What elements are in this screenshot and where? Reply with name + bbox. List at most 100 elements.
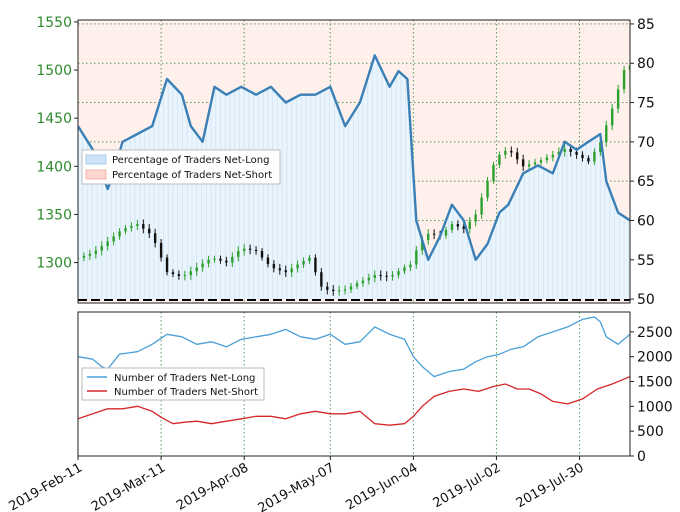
percent-tick-label: 50	[637, 292, 655, 308]
candle-body	[385, 275, 388, 277]
candle-body	[171, 272, 175, 275]
candle-body	[545, 157, 549, 161]
candle-body	[308, 257, 311, 261]
top-panel-frame	[77, 19, 631, 304]
percent-tick-label: 55	[637, 253, 655, 269]
candle-body	[314, 257, 317, 273]
bottom-panel-frame	[77, 311, 631, 457]
candle-body	[510, 150, 513, 153]
candle-body	[367, 277, 371, 281]
price-axis-left: 1300 1350 1400 1450 1500 1550	[36, 15, 78, 272]
candle-body	[415, 250, 418, 265]
date-tick-label: 2019-Mar-11	[89, 460, 168, 512]
legend-swatch-net-long	[85, 154, 107, 165]
candle-body	[581, 154, 584, 159]
candle-body	[201, 263, 204, 268]
candle-body	[290, 268, 293, 273]
candle-body	[296, 264, 299, 269]
candle-body	[563, 148, 566, 152]
candle-body	[148, 228, 151, 234]
candle-body	[486, 180, 489, 198]
candle-body	[88, 253, 92, 256]
candle-body	[480, 197, 483, 215]
candle-body	[622, 70, 626, 90]
candle-body	[136, 224, 139, 226]
percent-tick-label: 65	[637, 174, 655, 190]
count-tick-label: 0	[637, 449, 646, 465]
top-panel: 1300 1350 1400 1450 1500 1550 50 55 60 65 70 75 80 8…	[36, 15, 654, 308]
date-tick-label: 2019-Apr-08	[174, 460, 251, 512]
price-tick-label: 1400	[36, 159, 72, 175]
bottom-legend-box	[81, 367, 265, 401]
candle-body	[225, 260, 228, 263]
candle-body	[616, 89, 620, 109]
candle-body	[474, 214, 477, 222]
candle-body	[302, 260, 305, 265]
candle-body	[266, 257, 270, 265]
candle-body	[118, 231, 121, 237]
price-tick-label: 1550	[36, 15, 72, 31]
candle-body	[78, 257, 80, 259]
candle-body	[326, 286, 329, 290]
candle-body	[498, 154, 501, 165]
candle-body	[165, 257, 169, 273]
candle-body	[521, 159, 525, 167]
legend-label-pct-net-long: Percentage of Traders Net-Long	[112, 155, 270, 166]
percent-axis-right: 50 55 60 65 70 75 80 85	[630, 17, 655, 308]
candle-body	[605, 125, 608, 143]
candle-body	[242, 248, 246, 252]
candle-body	[231, 256, 234, 263]
candle-body	[397, 271, 400, 276]
candle-body	[355, 283, 359, 287]
price-tick-label: 1500	[36, 63, 72, 79]
candle-body	[112, 236, 115, 242]
candle-body	[343, 289, 347, 291]
candle-body	[195, 267, 198, 272]
count-tick-label: 2000	[637, 350, 673, 366]
candle-body	[391, 275, 394, 277]
candle-body	[516, 152, 519, 160]
candle-body	[177, 274, 181, 277]
candle-body	[504, 150, 507, 155]
candle-body	[100, 246, 103, 251]
percent-tick-label: 80	[637, 56, 655, 72]
date-tick-label: 2019-Jun-04	[344, 460, 421, 512]
candle-body	[432, 233, 436, 235]
top-legend-box	[81, 149, 281, 185]
price-tick-label: 1450	[36, 111, 72, 127]
candle-body	[260, 251, 264, 258]
legend-swatch-net-short	[85, 169, 107, 180]
date-tick-label: 2019-Jul-30	[514, 460, 587, 511]
candle-body	[237, 251, 240, 257]
candle-body	[219, 258, 222, 261]
percent-net-long-line	[78, 54, 630, 261]
candle-body	[183, 275, 187, 277]
candle-body	[124, 227, 127, 232]
candle-body	[94, 250, 98, 254]
candle-body	[254, 249, 258, 252]
candle-body	[130, 225, 133, 228]
candle-body	[332, 289, 335, 292]
candle-body	[361, 280, 365, 284]
bottom-legend: Number of Traders Net-Long Number of Tra…	[81, 367, 265, 401]
count-axis-right: 0 500 1000 1500 2000 2500	[630, 325, 673, 465]
date-tick-label: 2019-May-07	[256, 460, 338, 512]
candle-body	[421, 240, 424, 251]
candle-body	[189, 271, 192, 276]
candle-body	[373, 275, 376, 278]
count-tick-label: 500	[637, 424, 664, 440]
candle-body	[539, 160, 543, 163]
candle-body	[628, 65, 630, 71]
percent-tick-label: 70	[637, 135, 655, 151]
candle-body	[278, 268, 282, 271]
candle-body	[557, 151, 560, 155]
candle-body	[403, 267, 406, 272]
candle-body	[207, 259, 210, 264]
candle-body	[587, 158, 590, 162]
count-tick-label: 1500	[637, 375, 673, 391]
candle-body	[551, 154, 555, 158]
candle-body	[106, 241, 109, 247]
percent-tick-label: 85	[637, 17, 655, 33]
candle-body	[450, 224, 454, 230]
